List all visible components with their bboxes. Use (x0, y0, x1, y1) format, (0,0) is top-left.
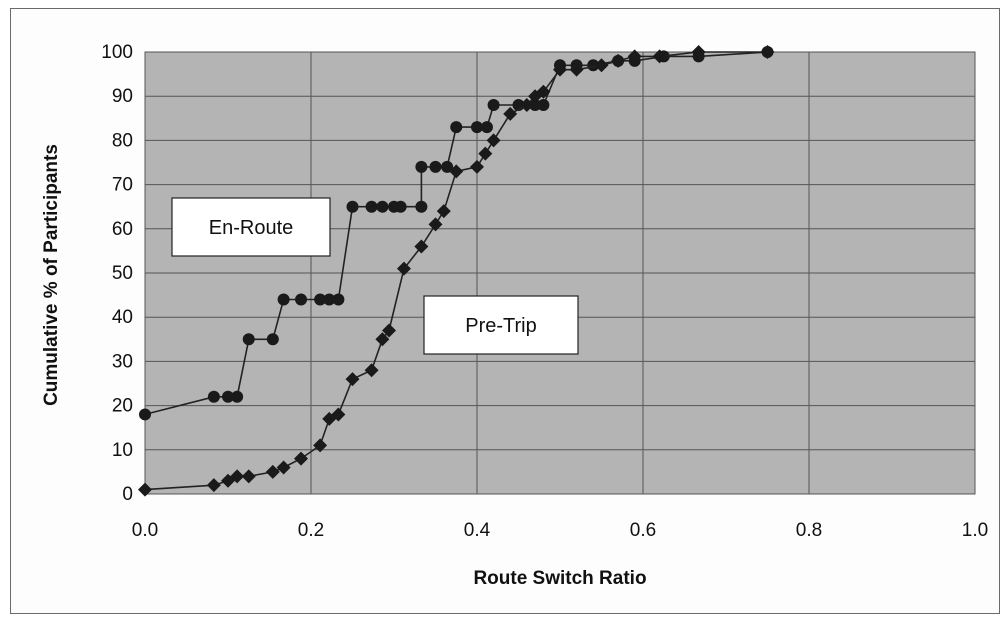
x-tick-label: 0.2 (298, 520, 324, 541)
annotation-label-pre-trip: Pre-Trip (465, 315, 536, 337)
pre-trip-point (294, 451, 309, 466)
en-route-point (487, 99, 500, 112)
pre-trip-point (206, 478, 221, 493)
y-tick-label: 10 (112, 440, 133, 461)
pre-trip-point (553, 62, 567, 77)
y-tick-label: 80 (112, 130, 133, 151)
pre-trip-point (611, 53, 626, 68)
y-tick-label: 30 (112, 351, 133, 372)
en-route-point (415, 200, 428, 213)
en-route-point (332, 293, 345, 306)
y-axis-title: Cumulative % of Participants (41, 144, 62, 406)
pre-trip-point (449, 164, 464, 179)
pre-trip-point (375, 332, 390, 347)
en-route-point (537, 99, 550, 112)
y-tick-label: 40 (112, 307, 133, 328)
en-route-point (346, 200, 359, 213)
y-tick-label: 60 (112, 219, 133, 240)
pre-trip-point (470, 159, 484, 174)
pre-trip-point (396, 261, 411, 276)
en-route-point (222, 390, 234, 403)
en-route-point (394, 200, 407, 213)
pre-trip-point (138, 482, 152, 497)
pre-trip-point (241, 469, 256, 484)
en-route-point (277, 293, 290, 306)
pre-trip-point (760, 45, 775, 59)
y-tick-label: 20 (112, 396, 133, 417)
pre-trip-point (436, 204, 451, 219)
pre-trip-point (313, 438, 328, 453)
en-route-point (231, 390, 244, 403)
pre-trip-point (594, 58, 609, 73)
en-route-point (295, 293, 308, 306)
en-route-point (323, 293, 336, 306)
en-route-point (471, 121, 483, 134)
en-route-point (429, 160, 442, 173)
en-route-point (266, 333, 279, 346)
pre-trip-point (503, 106, 518, 121)
annotation-box-en-route (171, 197, 331, 257)
y-tick-label: 50 (112, 263, 133, 284)
x-tick-label: 0.8 (796, 520, 822, 541)
en-route-point (480, 121, 493, 134)
pre-trip-point (382, 323, 397, 338)
en-route-point (365, 200, 378, 213)
series-pre-trip (138, 45, 775, 497)
pre-trip-point (230, 469, 245, 484)
pre-trip-point (627, 49, 642, 64)
y-tick-label: 100 (101, 42, 133, 63)
pre-trip-point (331, 407, 346, 422)
annotations: En-Route Pre-Trip (171, 197, 579, 355)
pre-trip-point (364, 363, 379, 378)
x-tick-label: 0.6 (630, 520, 656, 541)
annotation-box-pre-trip (423, 295, 579, 355)
series-group (138, 45, 775, 497)
en-route-point (376, 200, 389, 213)
pre-trip-point (652, 49, 667, 64)
en-route-point (207, 390, 220, 403)
y-tick-label: 0 (122, 484, 133, 505)
en-route-point (314, 293, 327, 306)
pre-trip-point (428, 217, 443, 232)
en-route-point (450, 121, 463, 134)
pre-trip-point (486, 133, 501, 148)
y-tick-label: 90 (112, 86, 133, 107)
pre-trip-point (276, 460, 291, 475)
x-tick-label: 0.4 (464, 520, 491, 541)
en-route-point (139, 408, 151, 421)
pre-trip-point (569, 62, 584, 77)
pre-trip-point (265, 464, 280, 479)
x-axis-ticks: 0.0 0.2 0.4 0.6 0.8 1.0 (132, 520, 988, 541)
y-axis-ticks: 0 10 20 30 40 50 60 70 80 90 100 (101, 42, 133, 505)
y-tick-label: 70 (112, 175, 133, 196)
pre-trip-point (691, 45, 706, 59)
x-axis-title: Route Switch Ratio (473, 568, 646, 589)
pre-trip-point (345, 372, 360, 387)
en-route-point (441, 160, 454, 173)
pre-trip-point (519, 98, 534, 113)
en-route-point (415, 160, 428, 173)
pre-trip-point (478, 146, 493, 161)
x-tick-label: 0.0 (132, 520, 158, 541)
en-route-point (587, 59, 600, 72)
pre-trip-point (536, 84, 551, 99)
pre-trip-point (414, 239, 429, 254)
en-route-point (529, 99, 542, 112)
en-route-point (242, 333, 255, 346)
x-tick-label: 1.0 (962, 520, 988, 541)
annotation-label-en-route: En-Route (209, 217, 294, 239)
